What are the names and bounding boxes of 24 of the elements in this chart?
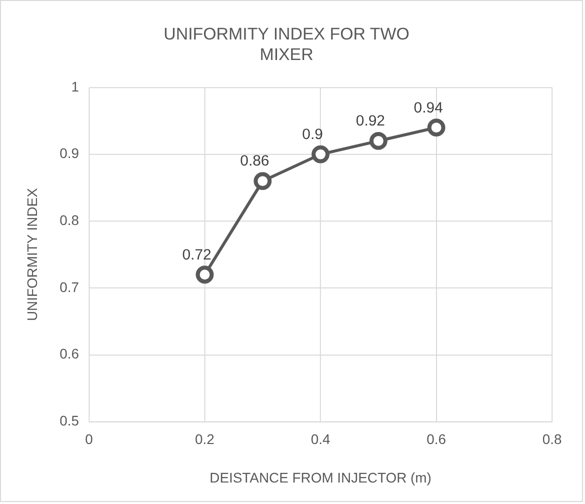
y-axis-title: UNIFORMITY INDEX <box>24 188 40 322</box>
data-label: 0.86 <box>240 152 270 170</box>
y-tick-label: 0.6 <box>60 346 80 362</box>
y-tick-label: 0.9 <box>60 145 80 162</box>
y-tick-label: 0.7 <box>60 278 80 295</box>
point <box>196 266 214 284</box>
y-tick-label: 0.5 <box>60 412 80 429</box>
x-axis-title: DEISTANCE FROM INJECTOR (m) <box>210 470 432 486</box>
x-tick-label: 0.2 <box>195 430 215 447</box>
data-label: 0.9 <box>302 126 323 144</box>
point <box>254 172 272 190</box>
chart-title: UNIFORMITY INDEX FOR TWO MIXER <box>164 24 410 64</box>
x-tick-label: 0.4 <box>310 430 330 447</box>
x-tick-label: 0.6 <box>426 430 446 447</box>
x-tick-label: 0 <box>85 430 94 447</box>
point <box>427 118 446 137</box>
point <box>369 132 388 150</box>
x-tick-label: 0.8 <box>542 430 562 447</box>
data-label: 0.92 <box>356 112 385 130</box>
point <box>312 145 330 164</box>
y-tick-label: 0.8 <box>60 212 80 228</box>
data-label: 0.72 <box>182 246 212 264</box>
y-tick-label: 1 <box>71 78 80 94</box>
data-label: 0.94 <box>414 99 443 116</box>
